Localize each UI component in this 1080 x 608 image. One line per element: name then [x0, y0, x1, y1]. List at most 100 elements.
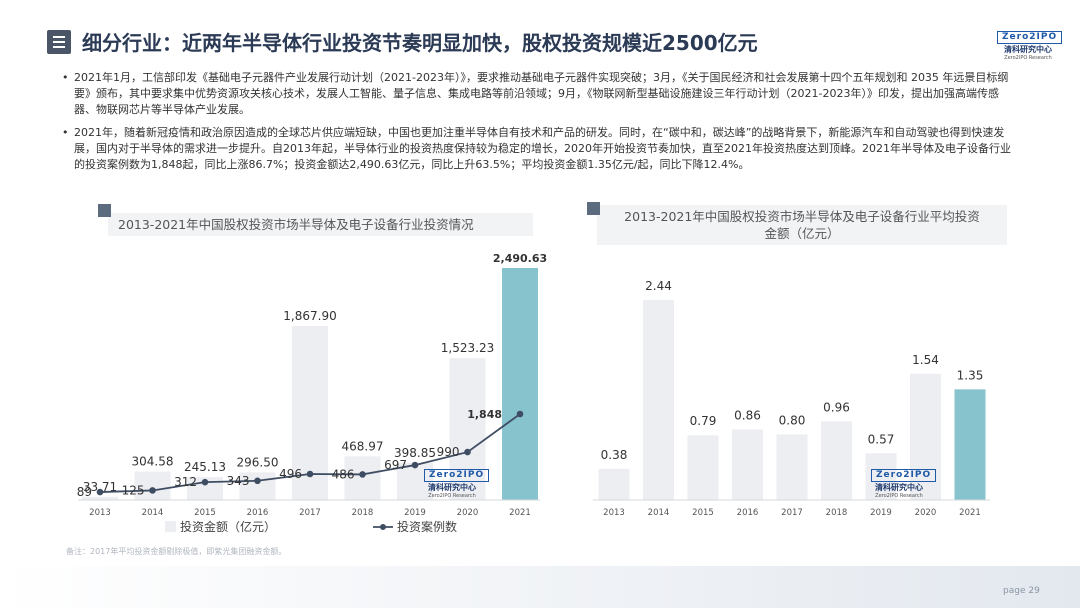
legend-label-line: 投资案例数 — [397, 519, 457, 534]
x-tick-label: 2021 — [509, 508, 531, 518]
bar-value-label: 245.13 — [184, 460, 226, 474]
chart1-title: 2013-2021年中国股权投资市场半导体及电子设备行业投资情况 — [98, 204, 533, 236]
bullet-item: • 2021年，随着新冠疫情和政治原因造成的全球芯片供应端短缺，中国也更加注重半… — [60, 125, 1020, 173]
x-tick-label: 2018 — [352, 508, 374, 518]
x-tick-label: 2016 — [247, 508, 269, 518]
line-point — [254, 477, 261, 485]
line-point — [201, 478, 209, 486]
watermark-logo: Zero2IPO 清科研究中心 Zero2IPO Research — [424, 462, 490, 499]
bullet-text: 2021年1月，工信部印发《基础电子元器件产业发展行动计划（2021-2023年… — [74, 71, 1009, 116]
line-point — [96, 488, 104, 496]
line-value-label: 486 — [332, 467, 355, 481]
chart1-title-text: 2013-2021年中国股权投资市场半导体及电子设备行业投资情况 — [118, 217, 474, 232]
bar — [134, 471, 171, 500]
bar-value-label: 2,490.63 — [493, 252, 547, 265]
bar-value-label: 1,867.90 — [283, 309, 336, 323]
page-number-value: 29 — [1028, 586, 1040, 596]
watermark-mark: Zero2IPO — [424, 469, 490, 482]
investment-chart: 33.71 2013 304.58 2014 245.13 2015 296.50 2016 1… — [77, 252, 547, 534]
bar-value-label: 0.79 — [690, 414, 717, 428]
chart2-title-line2: 金额（亿元） — [764, 226, 840, 241]
menu-icon[interactable] — [47, 30, 71, 54]
bar-value-label: 304.58 — [132, 455, 174, 469]
page-title: 细分行业：近两年半导体行业投资节奏明显加快，股权投资规模近2500亿元 — [82, 31, 758, 55]
bar — [643, 300, 674, 500]
average-investment-chart: 0.38 2013 2.44 2014 0.79 2015 0.86 2016 0.80 2017… — [593, 279, 990, 518]
bullet-item: • 2021年1月，工信部印发《基础电子元器件产业发展行动计划（2021-202… — [60, 70, 1020, 118]
line-point — [464, 448, 471, 456]
bar-value-label: 1.54 — [912, 353, 939, 367]
line-value-label: 312 — [174, 475, 197, 489]
bar — [732, 429, 763, 500]
line-value-label: 496 — [279, 467, 302, 481]
line-value-label: 990 — [437, 445, 460, 459]
x-tick-label: 2015 — [692, 508, 714, 518]
x-tick-label: 2013 — [603, 508, 625, 518]
x-tick-label: 2013 — [89, 508, 111, 518]
legend-swatch-point — [380, 524, 386, 530]
x-tick-label: 2020 — [915, 508, 937, 518]
bar — [687, 435, 719, 500]
bar-value-label: 1,523.23 — [441, 341, 494, 355]
x-tick-label: 2021 — [959, 508, 981, 518]
x-tick-label: 2017 — [299, 508, 321, 518]
bar-value-label: 33.71 — [83, 480, 117, 494]
title-square-icon — [98, 204, 111, 217]
bullet-dot: • — [62, 71, 69, 84]
line-value-label: 343 — [227, 474, 250, 488]
watermark-mark: Zero2IPO — [871, 469, 937, 482]
bar — [449, 358, 486, 500]
legend-label-bar: 投资金额（亿元） — [180, 519, 276, 534]
line-value-label: 125 — [122, 483, 145, 497]
line-value-label: 697 — [384, 458, 407, 472]
header: 细分行业：近两年半导体行业投资节奏明显加快，股权投资规模近2500亿元 Zero… — [0, 0, 1080, 62]
bar-value-label: 0.96 — [823, 400, 850, 414]
bullet-list: • 2021年1月，工信部印发《基础电子元器件产业发展行动计划（2021-202… — [60, 70, 1020, 180]
bar-value-label: 468.97 — [342, 439, 384, 453]
bar-value-label: 398.85 — [394, 446, 436, 460]
x-tick-label: 2017 — [781, 508, 803, 518]
watermark-cn: 清科研究中心 — [428, 483, 476, 492]
legend-swatch-bar — [165, 521, 176, 532]
page-number: page 29 — [1003, 586, 1040, 596]
footer-band — [0, 566, 1080, 608]
watermark-logo: Zero2IPO 清科研究中心 Zero2IPO Research — [871, 462, 937, 499]
bar-value-label: 2.44 — [645, 279, 672, 293]
line-point — [411, 461, 419, 469]
x-tick-label: 2018 — [826, 508, 848, 518]
bar — [954, 389, 986, 500]
chart2-title-line1: 2013-2021年中国股权投资市场半导体及电子设备行业平均投资 — [624, 209, 980, 224]
bar-value-label: 0.86 — [734, 409, 761, 423]
x-tick-label: 2019 — [404, 508, 426, 518]
x-tick-label: 2016 — [737, 508, 759, 518]
bullet-dot: • — [62, 126, 69, 139]
logo-cn: 清科研究中心 — [1004, 45, 1052, 54]
line-point — [149, 487, 156, 494]
line-point — [516, 410, 524, 418]
x-tick-label: 2020 — [457, 508, 479, 518]
zero2ipo-logo: Zero2IPO 清科研究中心 Zero2IPO Research — [997, 24, 1063, 64]
bar — [598, 468, 630, 500]
bar-value-label: 0.80 — [779, 413, 806, 427]
footnote: 备注：2017年平均投资金额剔除极值，即紫光集团融资金额。 — [66, 547, 287, 556]
title-square-icon — [587, 202, 600, 215]
x-tick-label: 2014 — [142, 508, 164, 518]
line-value-label: 89 — [77, 485, 92, 499]
bar — [821, 421, 852, 500]
bar — [344, 456, 381, 500]
line-point — [306, 470, 314, 478]
bar-value-label: 0.57 — [868, 432, 895, 446]
bar-value-label: 296.50 — [237, 455, 279, 469]
chart2-title: 2013-2021年中国股权投资市场半导体及电子设备行业平均投资 金额（亿元） — [587, 202, 1007, 245]
watermark-cn: 清科研究中心 — [875, 483, 923, 492]
watermark-en: Zero2IPO Research — [428, 493, 476, 499]
bar — [865, 453, 897, 500]
bar — [82, 496, 118, 500]
x-tick-label: 2015 — [194, 508, 216, 518]
x-tick-label: 2014 — [648, 508, 670, 518]
watermark-en: Zero2IPO Research — [875, 493, 923, 499]
logo-en: Zero2IPO Research — [1004, 55, 1052, 61]
bar-value-label: 1.35 — [957, 368, 984, 382]
bar-value-label: 0.38 — [601, 448, 628, 462]
line-value-label: 1,848 — [467, 408, 502, 421]
